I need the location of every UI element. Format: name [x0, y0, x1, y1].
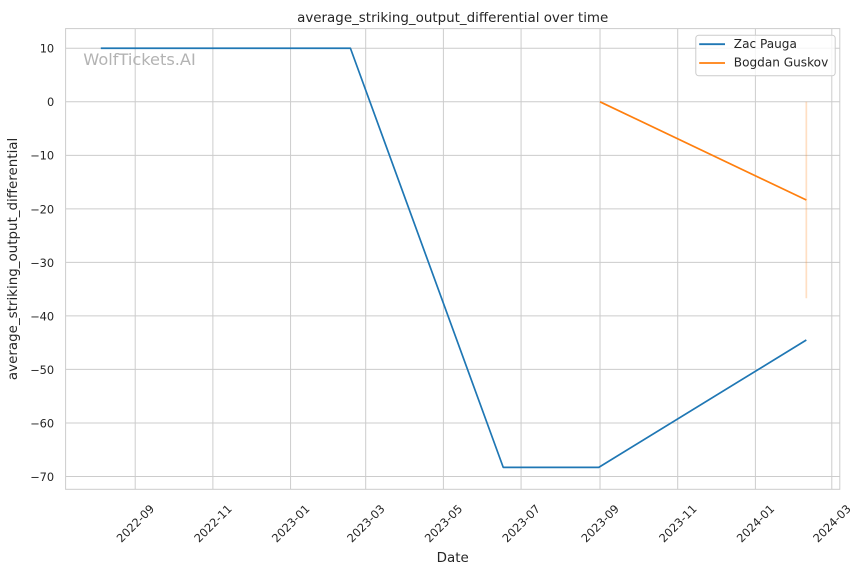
y-tick-label: −60: [30, 416, 54, 430]
watermark: WolfTickets.AI: [83, 50, 195, 69]
x-axis-label: Date: [437, 551, 469, 566]
y-tick-label: −50: [30, 363, 54, 377]
plot-border: [65, 28, 841, 490]
y-tick-label: 10: [40, 42, 55, 56]
series-line-1: [599, 101, 807, 201]
legend-box: [695, 34, 836, 77]
series-line-0: [100, 47, 807, 469]
y-tick-label: −40: [30, 309, 54, 323]
legend: Zac Pauga Bogdan Guskov: [695, 34, 836, 77]
y-tick-label: −10: [30, 149, 54, 163]
legend-label: Zac Pauga: [734, 37, 797, 51]
y-tick-label: −70: [30, 470, 54, 484]
y-axis-label: average_striking_output_differential: [6, 138, 21, 380]
gridlines: [65, 28, 840, 490]
y-tick-label: 0: [47, 95, 54, 109]
y-tick-label: −20: [30, 202, 54, 216]
legend-label: Bogdan Guskov: [734, 56, 828, 70]
y-tick-label: −30: [30, 256, 54, 270]
chart-title: average_striking_output_differential ove…: [297, 11, 608, 26]
